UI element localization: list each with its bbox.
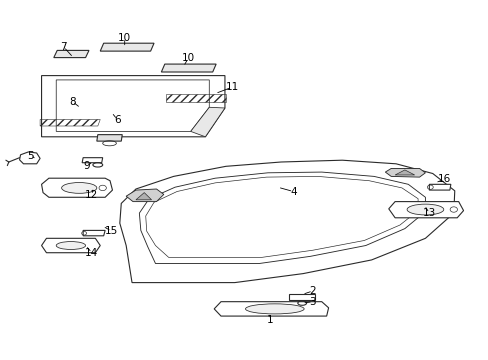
Polygon shape xyxy=(428,184,450,190)
Polygon shape xyxy=(54,50,89,58)
Polygon shape xyxy=(41,178,112,197)
Text: 13: 13 xyxy=(422,208,435,218)
Polygon shape xyxy=(126,189,163,202)
Text: 14: 14 xyxy=(85,248,99,258)
Polygon shape xyxy=(100,43,154,51)
Text: 9: 9 xyxy=(83,161,90,171)
Polygon shape xyxy=(139,172,425,264)
Text: 8: 8 xyxy=(69,96,76,107)
Text: 12: 12 xyxy=(85,190,99,200)
Text: 15: 15 xyxy=(104,226,118,236)
Polygon shape xyxy=(161,64,216,72)
Text: 2: 2 xyxy=(309,286,316,296)
Polygon shape xyxy=(97,135,122,141)
Text: 6: 6 xyxy=(114,114,121,125)
Polygon shape xyxy=(120,160,454,283)
Text: 5: 5 xyxy=(27,150,34,161)
Polygon shape xyxy=(394,170,414,175)
Polygon shape xyxy=(56,80,209,131)
Text: 4: 4 xyxy=(289,186,296,197)
Text: 10: 10 xyxy=(182,53,194,63)
Polygon shape xyxy=(41,238,100,253)
Ellipse shape xyxy=(406,204,443,215)
Text: 10: 10 xyxy=(118,33,131,43)
Text: 16: 16 xyxy=(436,174,450,184)
Polygon shape xyxy=(190,107,224,137)
Polygon shape xyxy=(388,202,463,218)
Ellipse shape xyxy=(61,183,97,193)
Text: 1: 1 xyxy=(266,315,273,325)
Text: 3: 3 xyxy=(309,297,316,307)
Polygon shape xyxy=(214,302,328,316)
Polygon shape xyxy=(136,193,151,200)
Text: 11: 11 xyxy=(225,82,239,92)
Polygon shape xyxy=(385,168,425,177)
Polygon shape xyxy=(145,176,417,257)
Polygon shape xyxy=(83,230,105,236)
Text: 7: 7 xyxy=(60,42,67,52)
Polygon shape xyxy=(41,76,224,137)
Polygon shape xyxy=(288,294,315,300)
Ellipse shape xyxy=(245,304,304,314)
Ellipse shape xyxy=(56,242,85,249)
